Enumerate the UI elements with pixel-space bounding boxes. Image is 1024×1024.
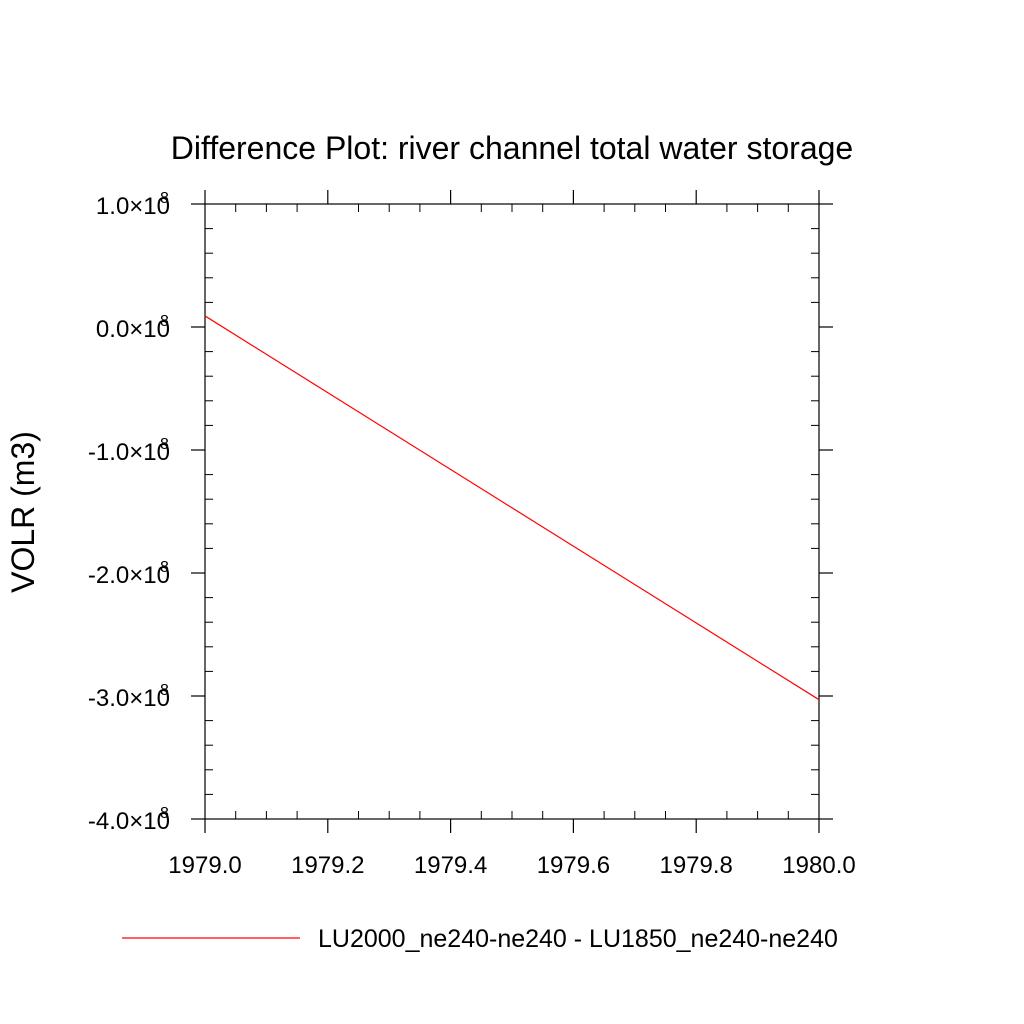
x-tick-label: 1979.4	[414, 852, 487, 879]
x-tick-label: 1979.2	[291, 852, 364, 879]
plot-frame	[204, 203, 820, 820]
y-tick-label: -4.0×10	[88, 808, 170, 835]
y-tick-exponent: 8	[160, 436, 169, 453]
series-line	[204, 315, 820, 701]
series-layer	[204, 315, 820, 701]
y-tick-exponent: 8	[160, 190, 169, 207]
y-tick-label: 1.0×10	[96, 193, 170, 220]
legend: LU2000_ne240-ne240 - LU1850_ne240-ne240	[122, 925, 838, 953]
x-axis: 1979.0 1979.2 1979.4 1979.6 1979.8 1980.0	[168, 190, 856, 879]
y-tick-exponent: 8	[160, 313, 169, 330]
legend-label: LU2000_ne240-ne240 - LU1850_ne240-ne240	[318, 925, 838, 953]
y-tick-label: -3.0×10	[88, 685, 170, 712]
y-tick-label: -2.0×10	[88, 562, 170, 589]
chart-title: Difference Plot: river channel total wat…	[171, 130, 853, 166]
y-axis-label: VOLR (m3)	[5, 431, 41, 593]
x-tick-label: 1979.6	[537, 852, 610, 879]
y-tick-exponent: 8	[160, 805, 169, 822]
y-tick-label: -1.0×10	[88, 439, 170, 466]
x-tick-label: 1979.0	[168, 852, 241, 879]
y-tick-label: 0.0×10	[96, 316, 170, 343]
y-axis: 1.0×1080.0×108-1.0×108-2.0×108-3.0×108-4…	[88, 190, 833, 835]
y-tick-exponent: 8	[160, 559, 169, 576]
y-tick-exponent: 8	[160, 682, 169, 699]
x-tick-label: 1979.8	[659, 852, 732, 879]
x-tick-label: 1980.0	[782, 852, 855, 879]
plot-area	[204, 203, 820, 820]
